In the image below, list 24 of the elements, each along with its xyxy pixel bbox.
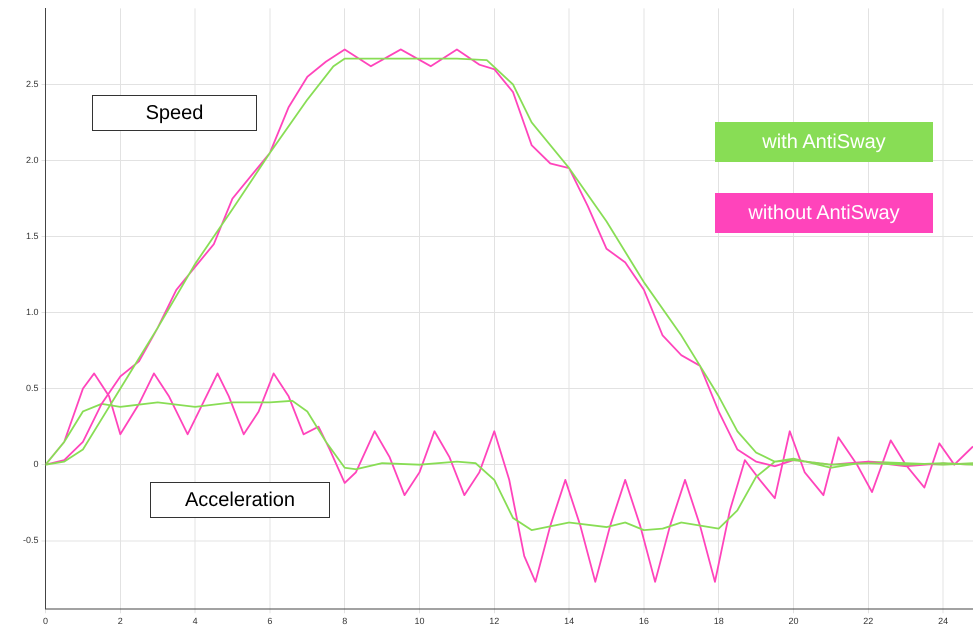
x-tick-label: 14 [564,616,574,626]
x-tick-label: 8 [342,616,348,626]
x-tick-label: 12 [489,616,500,626]
text: without AntiSway [715,193,933,233]
x-tick-label: 0 [43,616,48,626]
y-tick-label: 0.5 [26,383,39,394]
y-tick-label: 1.0 [26,307,39,318]
x-tick-label: 6 [267,616,272,626]
x-tick-label: 24 [938,616,948,626]
text-box: Speed [92,95,257,131]
y-tick-label: 0 [33,459,39,470]
text: with AntiSway [715,122,933,162]
x-tick-label: 20 [788,616,798,626]
x-tick-label: 16 [638,616,649,626]
y-tick-label: 2.5 [26,78,39,89]
x-tick-label: 18 [714,616,724,626]
x-tick-label: 22 [863,616,874,626]
y-tick-label: 1.5 [26,231,39,242]
y-tick-label: 2.0 [26,154,39,165]
x-tick-label: 4 [192,616,198,626]
x-tick-label: 10 [414,616,425,626]
x-tick-label: 2 [118,616,123,626]
text-box: Acceleration [150,482,330,518]
y-tick-label: -0.5 [22,535,39,546]
